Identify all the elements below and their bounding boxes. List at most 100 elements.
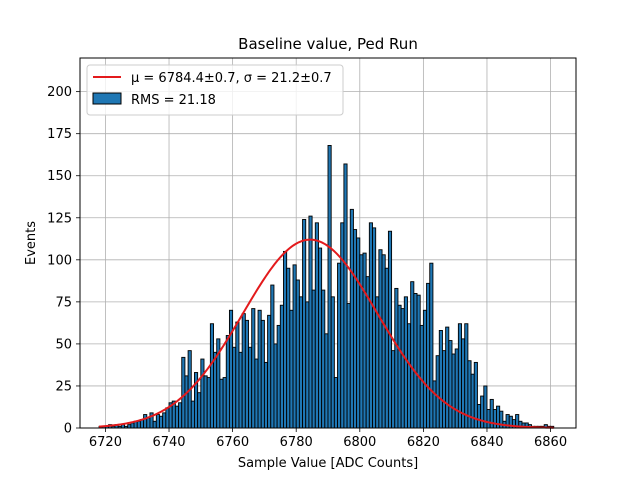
- histogram-bar: [209, 323, 214, 429]
- gaussian-fit-curve: [99, 238, 554, 429]
- x-tick-label: 6780: [280, 435, 313, 450]
- fit-curve-group: [99, 238, 554, 429]
- histogram-bar: [206, 377, 211, 429]
- histogram-bar: [381, 254, 386, 429]
- histogram-bar: [492, 409, 497, 429]
- histogram-bar: [476, 404, 482, 429]
- histogram-bar: [200, 358, 205, 429]
- histogram-bar: [273, 343, 278, 429]
- y-tick-label: 200: [47, 85, 72, 100]
- x-tick-label: 6860: [534, 435, 567, 450]
- histogram-bar: [251, 308, 256, 429]
- histogram-bar: [263, 361, 269, 429]
- histogram-bar: [254, 358, 259, 429]
- histogram-bar: [146, 417, 151, 429]
- histogram-bar: [378, 249, 383, 429]
- histogram-bar: [359, 254, 364, 429]
- histogram-bar: [276, 324, 281, 429]
- histogram-bar: [159, 415, 164, 429]
- histogram-bar: [130, 422, 135, 429]
- histogram-bar: [400, 308, 405, 429]
- x-tick-label: 6720: [89, 435, 122, 450]
- histogram-bar: [464, 323, 469, 429]
- histogram-bar: [197, 392, 202, 429]
- y-tick-label: 175: [47, 127, 72, 142]
- histogram-bar: [244, 319, 249, 429]
- x-tick-label: 6820: [407, 435, 440, 450]
- histogram-bar: [203, 375, 208, 429]
- histogram-bar: [321, 289, 326, 429]
- histogram-bar: [174, 405, 180, 429]
- histogram-bar: [394, 287, 399, 429]
- histogram-bar: [213, 351, 218, 429]
- histogram-bar: [340, 222, 345, 429]
- x-axis-label: Sample Value [ADC Counts]: [238, 456, 418, 471]
- histogram-bar: [228, 309, 234, 429]
- histogram-bar: [419, 324, 424, 429]
- histogram-bar: [454, 348, 459, 429]
- histogram-bar: [305, 301, 310, 429]
- histogram-bar: [155, 414, 160, 429]
- legend-histogram-label: RMS = 21.18: [131, 93, 216, 108]
- x-tick-label: 6740: [152, 435, 185, 450]
- legend-box: [86, 64, 344, 116]
- histogram-bar: [178, 402, 183, 429]
- histogram-bar: [445, 326, 450, 429]
- histogram-bar: [184, 375, 189, 429]
- histogram-bar: [352, 229, 358, 429]
- histogram-bar: [143, 414, 148, 429]
- histogram-bar: [295, 279, 300, 429]
- y-tick-label: 150: [47, 169, 72, 184]
- y-tick-label: 125: [47, 211, 72, 226]
- histogram-bar: [330, 296, 335, 429]
- histogram-bar: [235, 321, 240, 429]
- histogram-bar: [248, 346, 253, 429]
- histogram-bar: [438, 330, 443, 429]
- histogram-bar: [413, 293, 418, 429]
- histogram-bar: [162, 412, 167, 429]
- histogram-bar: [308, 215, 313, 429]
- histogram-bar: [356, 237, 361, 429]
- histogram-bar: [480, 395, 485, 429]
- histogram-bar: [327, 145, 332, 429]
- histogram-bar: [391, 350, 396, 429]
- histogram-bar: [429, 262, 434, 429]
- legend-fit-label: μ = 6784.4±0.7, σ = 21.2±0.7: [131, 71, 332, 86]
- histogram-bar: [372, 227, 377, 429]
- histogram-bar: [232, 346, 237, 429]
- histogram-bar: [136, 420, 141, 429]
- histogram-bar: [451, 353, 456, 429]
- y-tick-label: 50: [55, 337, 72, 352]
- histogram-bar: [238, 351, 243, 429]
- legend: μ = 6784.4±0.7, σ = 21.2±0.7 RMS = 21.18: [86, 64, 344, 116]
- y-tick-label: 75: [55, 295, 72, 310]
- histogram-bar: [279, 304, 284, 429]
- histogram-bar: [311, 289, 316, 429]
- y-tick-label: 25: [55, 379, 72, 394]
- histogram-bar: [257, 309, 262, 429]
- histogram-bar: [190, 400, 195, 429]
- y-axis-ticks: 0 25 50 75 100 125 150 175 200: [47, 85, 80, 437]
- histogram-bar: [442, 350, 447, 429]
- histogram-bar: [267, 314, 272, 429]
- histogram-bar: [362, 252, 367, 429]
- histogram-bar: [448, 340, 453, 429]
- x-axis-ticks: 6720 6740 6760 6780 6800 6820 6840 6860: [89, 428, 567, 450]
- histogram-bar: [407, 323, 412, 429]
- histogram-bar: [416, 294, 421, 429]
- histogram-bar: [422, 309, 428, 429]
- histogram-bar: [384, 267, 389, 429]
- histogram-bar: [225, 335, 230, 429]
- histogram-bar: [397, 304, 402, 429]
- histogram-bar: [470, 373, 475, 429]
- histogram-bar: [410, 281, 415, 429]
- histogram-bar: [286, 267, 291, 429]
- histogram-bar: [292, 264, 297, 429]
- histogram-bar: [349, 208, 354, 429]
- legend-histogram-swatch: [92, 92, 122, 105]
- histogram-bar: [152, 420, 157, 429]
- chart-title: Baseline value, Ped Run: [238, 35, 418, 53]
- y-tick-label: 0: [64, 422, 72, 437]
